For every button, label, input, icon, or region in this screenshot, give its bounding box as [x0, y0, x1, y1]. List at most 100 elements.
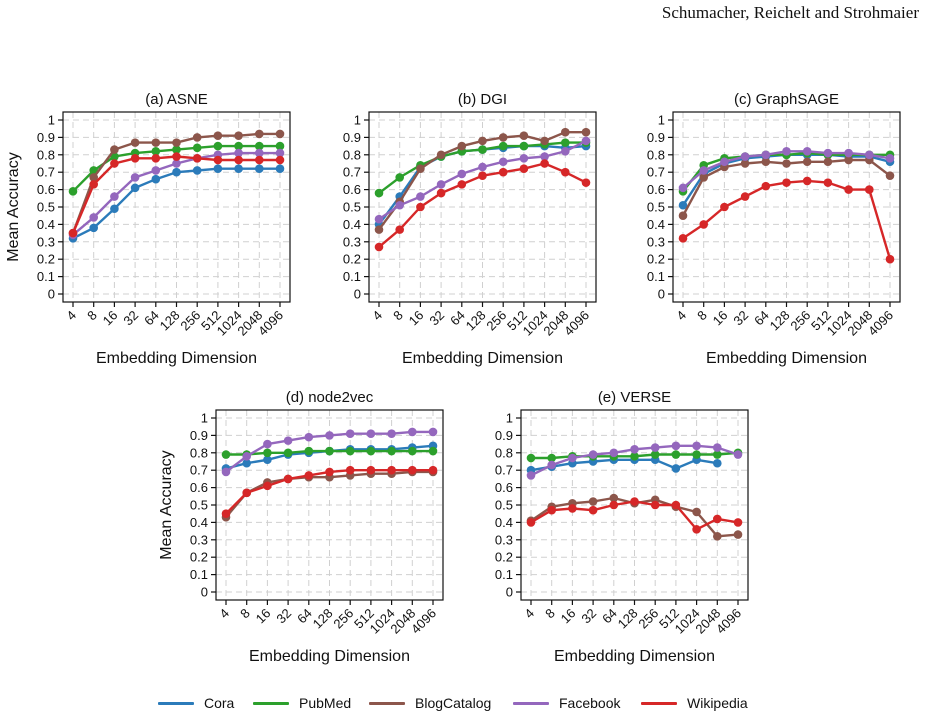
data-point-blogcatalog: [561, 127, 570, 137]
x-tick-label: 8: [694, 308, 710, 324]
data-point-cora: [242, 458, 251, 468]
y-tick-label: 0.8: [647, 147, 665, 162]
series-wikipedia: [678, 176, 895, 264]
legend-swatch-blogcatalog: [369, 701, 405, 705]
data-point-blogcatalog: [761, 157, 771, 167]
data-point-wikipedia: [720, 202, 729, 212]
data-point-facebook: [699, 166, 708, 175]
data-point-pubmed: [68, 187, 78, 196]
data-point-cora: [151, 174, 161, 184]
x-tick-label: 16: [558, 606, 579, 627]
y-tick-label: 0: [506, 585, 513, 600]
data-point-pubmed: [387, 446, 396, 456]
data-point-pubmed: [671, 450, 681, 459]
series-wikipedia: [374, 159, 591, 252]
data-point-facebook: [692, 441, 701, 451]
data-point-blogcatalog: [581, 127, 591, 137]
data-point-pubmed: [478, 145, 487, 154]
x-tick-label: 4: [369, 308, 385, 324]
chart-e-verse: 00.10.20.30.40.50.60.70.80.914 8 16 32 64128…: [495, 389, 749, 665]
series-blogcatalog: [374, 127, 591, 234]
data-point-wikipedia: [387, 465, 396, 475]
data-point-pubmed: [151, 147, 161, 156]
data-point-wikipedia: [588, 505, 598, 515]
data-point-blogcatalog: [588, 497, 598, 506]
y-tick-label: 0.3: [190, 532, 208, 547]
data-point-pubmed: [428, 446, 438, 456]
data-point-blogcatalog: [110, 145, 119, 154]
data-point-wikipedia: [609, 500, 619, 510]
data-point-wikipedia: [823, 178, 833, 187]
y-tick-label: 0.5: [495, 498, 513, 513]
data-point-wikipedia: [844, 185, 853, 194]
data-point-facebook: [387, 429, 396, 438]
running-head: Schumacher, Reichelt and Strohmaier: [661, 3, 919, 22]
data-point-facebook: [478, 162, 487, 172]
y-tick-label: 0.4: [495, 515, 513, 530]
data-point-blogcatalog: [740, 159, 750, 168]
data-point-blogcatalog: [192, 133, 202, 142]
x-tick-label: 4096: [713, 606, 744, 637]
data-point-wikipedia: [865, 185, 874, 194]
data-point-cora: [172, 167, 181, 177]
data-point-pubmed: [519, 141, 529, 151]
data-point-blogcatalog: [374, 225, 384, 234]
y-tick-label: 0.6: [190, 480, 208, 495]
data-point-facebook: [304, 432, 314, 442]
data-point-blogcatalog: [416, 164, 425, 174]
data-point-wikipedia: [802, 176, 812, 186]
y-tick-label: 0.3: [495, 532, 513, 547]
y-tick-label: 0.2: [647, 252, 665, 267]
series-line-cora: [530, 458, 718, 472]
y-axis-label: Mean Accuracy: [5, 152, 22, 261]
data-point-pubmed: [345, 446, 355, 456]
data-point-pubmed: [304, 446, 314, 456]
y-tick-label: 0.1: [343, 269, 361, 284]
y-tick-label: 0.2: [343, 252, 361, 267]
x-tick-label: 4096: [255, 308, 286, 339]
data-point-cora: [110, 204, 119, 214]
data-point-blogcatalog: [713, 532, 722, 541]
x-axis-label: Embedding Dimension: [96, 350, 257, 367]
data-point-facebook: [151, 166, 161, 175]
data-point-wikipedia: [304, 471, 314, 480]
data-point-wikipedia: [457, 180, 467, 189]
data-point-pubmed: [283, 448, 293, 458]
chart-a-asne: 00.10.20.30.40.50.60.70.80.914 8 16 32 64128…: [5, 91, 291, 367]
data-point-wikipedia: [416, 202, 425, 212]
x-tick-label: 4: [216, 606, 232, 622]
data-point-blogcatalog: [275, 129, 285, 139]
data-point-facebook: [865, 150, 874, 160]
data-point-facebook: [671, 441, 681, 451]
data-point-wikipedia: [234, 155, 243, 165]
data-point-blogcatalog: [498, 133, 508, 142]
y-tick-label: 0.6: [37, 182, 55, 197]
y-tick-label: 0: [354, 287, 361, 302]
data-point-pubmed: [526, 453, 536, 463]
series-facebook: [374, 136, 591, 224]
data-point-blogcatalog: [782, 159, 791, 168]
data-point-cora: [275, 164, 285, 174]
data-point-wikipedia: [221, 509, 231, 518]
data-point-facebook: [263, 439, 272, 449]
x-tick-label: 32: [578, 606, 599, 627]
data-point-wikipedia: [151, 153, 161, 163]
y-tick-label: 0: [48, 287, 55, 302]
series-cora: [68, 164, 285, 243]
data-point-cora: [263, 455, 272, 465]
data-point-pubmed: [254, 141, 264, 151]
y-tick-label: 0.8: [190, 445, 208, 460]
data-point-pubmed: [172, 145, 181, 154]
data-point-pubmed: [498, 141, 508, 151]
data-point-cora: [192, 166, 202, 175]
y-tick-label: 1: [48, 113, 55, 128]
data-point-blogcatalog: [699, 173, 708, 182]
chart-title: (e) VERSE: [598, 389, 671, 406]
legend-item-pubmed: PubMed: [253, 693, 351, 713]
data-point-blogcatalog: [678, 211, 688, 220]
data-point-wikipedia: [130, 153, 140, 163]
data-point-wikipedia: [519, 164, 529, 174]
x-tick-label: 4096: [561, 308, 592, 339]
y-tick-label: 0.7: [37, 165, 55, 180]
data-point-facebook: [345, 429, 355, 438]
